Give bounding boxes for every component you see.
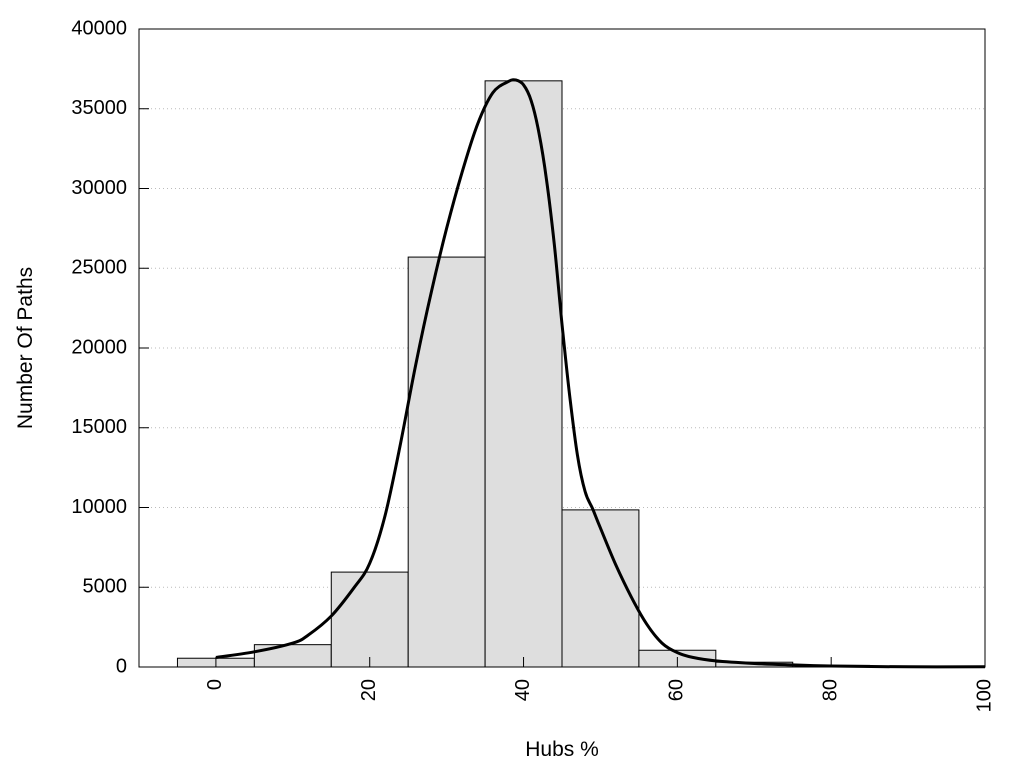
y-axis-ticks: 0 5000 10000 15000 20000 25000 30000 35000 40000	[71, 17, 149, 677]
y-tick-label: 10000	[71, 496, 127, 518]
bars	[176, 80, 986, 668]
grid-lines	[139, 108, 985, 588]
x-tick-label: 60	[666, 679, 688, 701]
y-tick-label: 30000	[71, 177, 127, 199]
histogram-bar	[484, 80, 563, 668]
histogram-bar	[407, 256, 486, 668]
density-curve	[215, 78, 986, 669]
y-tick-label: 15000	[71, 416, 127, 438]
y-tick-label: 5000	[83, 576, 128, 598]
y-tick-label: 35000	[71, 97, 127, 119]
histogram-bar	[330, 571, 409, 668]
x-tick-label: 20	[358, 679, 380, 701]
histogram-bar	[253, 644, 332, 668]
y-tick-label: 20000	[71, 336, 127, 358]
x-tick-label: 100	[973, 679, 995, 712]
y-axis-title: Number Of Paths	[14, 267, 37, 429]
x-axis-ticks: 0 20 40 60 80 100	[204, 657, 995, 712]
x-tick-label: 0	[204, 679, 226, 690]
y-tick-label: 40000	[71, 17, 127, 39]
x-tick-label: 40	[512, 679, 534, 701]
y-tick-label: 0	[116, 655, 127, 677]
y-tick-label: 25000	[71, 257, 127, 279]
x-axis-title: Hubs %	[525, 738, 599, 761]
curve-layer	[215, 78, 986, 669]
x-tick-label: 80	[819, 679, 841, 701]
